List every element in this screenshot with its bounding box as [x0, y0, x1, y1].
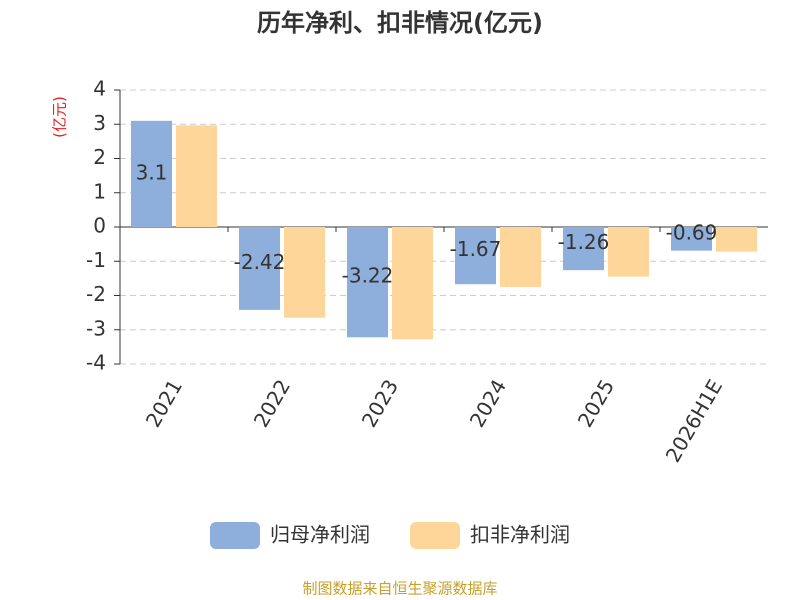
bar [500, 227, 541, 287]
y-tick-label: 3 [93, 111, 106, 135]
data-label: -1.26 [558, 230, 610, 254]
x-tick-label: 2026H1E [661, 375, 727, 466]
bar [347, 227, 388, 338]
y-tick-label: 2 [93, 145, 106, 169]
bar [671, 227, 712, 251]
x-tick-label: 2025 [573, 375, 619, 431]
x-tick-label: 2021 [141, 375, 187, 431]
bar [716, 227, 757, 252]
bar [131, 120, 172, 227]
y-axis-label: (亿元) [51, 96, 69, 138]
data-label: -1.67 [450, 237, 502, 261]
legend-label: 扣非净利润 [470, 523, 570, 547]
data-label: -0.69 [666, 220, 718, 244]
y-tick-label: -4 [86, 351, 106, 375]
bar [284, 227, 325, 318]
y-tick-label: -3 [86, 316, 106, 340]
x-tick-label: 2024 [465, 375, 511, 431]
bar [239, 227, 280, 310]
y-tick-label: -2 [86, 282, 106, 306]
bar [455, 227, 496, 285]
data-label: -3.22 [342, 264, 394, 288]
y-tick-label: 1 [93, 179, 106, 203]
legend-label: 归母净利润 [270, 523, 370, 547]
legend-swatch [410, 522, 460, 549]
bar [176, 125, 217, 227]
y-tick-label: 4 [93, 77, 106, 101]
data-label: -2.42 [234, 250, 286, 274]
source-note: 制图数据来自恒生聚源数据库 [302, 580, 497, 598]
bar [563, 227, 604, 271]
chart-title: 历年净利、扣非情况(亿元) [257, 9, 543, 37]
legend-swatch [210, 522, 260, 549]
y-tick-label: 0 [93, 214, 106, 238]
x-tick-label: 2022 [249, 375, 295, 431]
y-tick-label: -1 [86, 248, 106, 272]
data-label: 3.1 [136, 160, 168, 184]
x-tick-label: 2023 [357, 375, 403, 431]
bar [608, 227, 649, 277]
bar [392, 227, 433, 340]
